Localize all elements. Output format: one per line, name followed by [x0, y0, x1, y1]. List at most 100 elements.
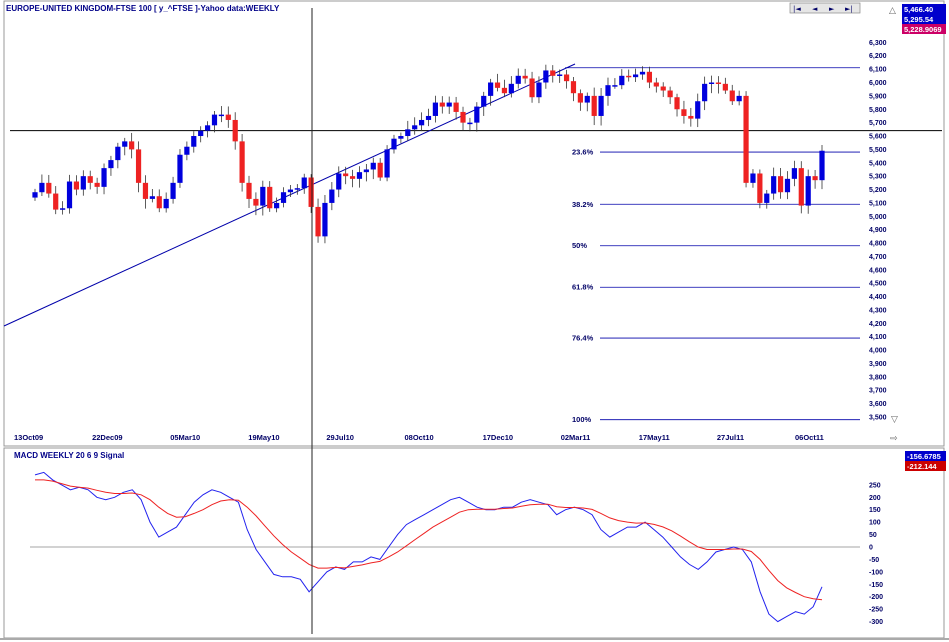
price-title: EUROPE-UNITED KINGDOM-FTSE 100 [ y_^FTSE… — [6, 4, 280, 13]
candle-body — [743, 95, 749, 183]
candle-body — [660, 86, 666, 91]
price-y-tick-label: 3,900 — [869, 361, 887, 368]
candle-body — [764, 193, 770, 203]
candle-body — [598, 95, 604, 116]
nav-first-button[interactable]: |◄ — [793, 5, 801, 13]
price-plot: 3,500 3,600 3,700 3,800 3,900 4,000 4,100 4,200… — [3, 40, 942, 442]
price-y-tick-label: 3,500 — [869, 415, 887, 422]
macd-y-tick-label: 50 — [869, 532, 877, 539]
nav-next-button[interactable]: ► — [829, 5, 835, 13]
candle-body — [674, 97, 680, 110]
price-x-tick-label: 05Mar10 — [170, 433, 200, 442]
price-readouts: 5,466.405,295.545,228.9069 — [902, 4, 946, 34]
price-y-tick-label: 4,200 — [869, 321, 887, 328]
fib-level-label: 76.4% — [572, 334, 594, 343]
fib-level-label: 50% — [572, 241, 587, 250]
price-y-tick-label: 6,000 — [869, 80, 887, 87]
candle-body — [605, 85, 611, 96]
price-readout-value: 5,295.54 — [904, 15, 934, 24]
candle-body — [101, 168, 107, 187]
candle-body — [474, 106, 480, 123]
price-y-tick-label: 5,000 — [869, 214, 887, 221]
macd-plot: 250 200 150 100 50 0 -50 -100 -150 -200 -250 -300 — [30, 471, 883, 626]
candle-body — [218, 114, 224, 117]
price-y-tick-label: 5,200 — [869, 187, 887, 194]
price-panel[interactable]: EUROPE-UNITED KINGDOM-FTSE 100 [ y_^FTSE… — [3, 0, 946, 447]
scroll-right-icon[interactable]: ⇨ — [890, 434, 898, 444]
candle-body — [425, 115, 432, 120]
scroll-up-icon[interactable]: △ — [889, 6, 896, 16]
price-y-tick-label: 4,000 — [869, 348, 887, 355]
price-y-tick-label: 5,300 — [869, 174, 887, 181]
candle-body — [557, 74, 563, 76]
candle-body — [626, 75, 632, 78]
candle-body — [115, 146, 121, 161]
candle-body — [191, 136, 197, 147]
candle-body — [94, 182, 100, 187]
candle-body — [170, 182, 176, 199]
nav-prev-button[interactable]: ◄ — [812, 5, 818, 13]
candle-body — [460, 111, 466, 123]
price-y-tick-label: 3,800 — [869, 374, 887, 381]
candle-body — [819, 150, 825, 181]
signal-line — [35, 479, 823, 601]
candle-body — [163, 198, 169, 209]
price-x-tick-label: 08Oct10 — [405, 433, 434, 442]
candle-body — [412, 125, 418, 130]
price-y-tick-label: 4,500 — [869, 281, 887, 288]
candle-body — [688, 115, 694, 119]
candle-body — [584, 95, 590, 103]
candle-body — [508, 83, 514, 94]
candle-body — [653, 82, 659, 87]
candle-body — [633, 74, 639, 78]
candle-body — [322, 202, 328, 237]
candle-body — [87, 176, 93, 183]
macd-readouts: -156.6785-212.144 — [905, 451, 946, 471]
candle-body — [377, 162, 383, 178]
macd-y-tick-label: 250 — [869, 482, 881, 489]
candle-body — [280, 192, 287, 203]
candle-body — [432, 102, 439, 116]
candle-body — [784, 178, 791, 193]
macd-y-tick-label: 0 — [869, 545, 873, 552]
candle-body — [695, 101, 701, 119]
candle-body — [570, 81, 577, 94]
candle-body — [439, 102, 445, 107]
macd-y-tick-label: -150 — [869, 582, 883, 589]
candle-body — [246, 182, 252, 199]
candle-body — [702, 83, 708, 102]
candle-body — [577, 93, 583, 103]
price-y-tick-label: 5,800 — [869, 107, 887, 114]
price-y-tick-label: 5,500 — [869, 147, 887, 154]
candle-body — [446, 102, 452, 107]
candle-body — [239, 141, 245, 183]
candle-body — [370, 162, 376, 170]
fib-level-label: 100% — [572, 415, 592, 424]
price-y-tick-label: 4,100 — [869, 334, 887, 341]
candle-body — [149, 196, 155, 199]
price-readout-value: 5,466.40 — [904, 5, 933, 14]
nav-last-button[interactable]: ►| — [845, 5, 853, 13]
macd-y-tick-label: 100 — [869, 520, 881, 527]
scroll-down-icon[interactable]: ▽ — [891, 415, 898, 425]
candle-body — [791, 168, 797, 179]
candle-body — [294, 188, 300, 190]
price-x-tick-label: 22Dec09 — [92, 433, 122, 442]
candle-body — [211, 114, 218, 126]
price-readout-value: 5,228.9069 — [904, 25, 942, 34]
candle-body — [543, 70, 549, 83]
candle-body — [384, 149, 390, 178]
candle-body — [287, 189, 294, 193]
price-y-tick-label: 3,600 — [869, 401, 887, 408]
candle-body — [798, 168, 804, 206]
candle-body — [39, 182, 45, 193]
price-y-tick-label: 5,600 — [869, 134, 887, 141]
macd-line — [34, 471, 823, 623]
price-y-tick-label: 5,100 — [869, 200, 887, 207]
price-y-tick-label: 3,700 — [869, 388, 887, 395]
navigation-controls: |◄ ◄ ► ►| — [789, 2, 861, 14]
price-x-tick-label: 19May10 — [248, 433, 279, 442]
candle-body — [536, 82, 542, 98]
candle-body — [488, 82, 494, 96]
price-x-tick-label: 13Oct09 — [14, 433, 43, 442]
